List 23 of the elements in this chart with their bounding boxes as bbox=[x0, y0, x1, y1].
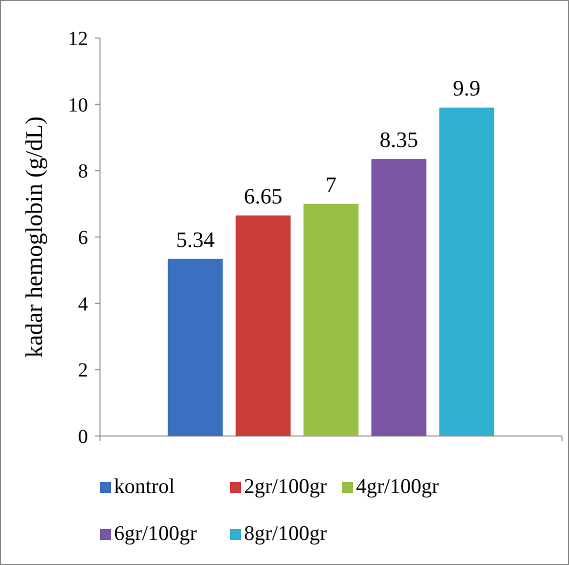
data-label: 6.65 bbox=[244, 183, 282, 208]
y-tick-label: 12 bbox=[68, 28, 88, 50]
y-tick-label: 6 bbox=[78, 227, 88, 249]
y-tick-label: 8 bbox=[78, 160, 88, 183]
data-label: 9.9 bbox=[452, 76, 480, 101]
data-label: 7 bbox=[326, 172, 336, 197]
bar bbox=[371, 159, 426, 436]
bar bbox=[168, 258, 223, 436]
y-tick-label: 0 bbox=[78, 426, 88, 448]
y-tick-label: 4 bbox=[78, 293, 88, 316]
data-label: 8.35 bbox=[380, 127, 418, 152]
legend-label: 6gr/100gr bbox=[114, 521, 197, 545]
y-axis-title: kadar hemoglobin (g/dL) bbox=[22, 116, 48, 358]
bar bbox=[236, 215, 291, 436]
legend-label: kontrol bbox=[114, 474, 175, 498]
bar bbox=[304, 204, 358, 436]
legend-label: 2gr/100gr bbox=[244, 474, 327, 498]
bar bbox=[439, 108, 494, 436]
y-tick-label: 2 bbox=[78, 360, 88, 382]
legend-label: 8gr/100gr bbox=[244, 521, 327, 545]
y-tick-label: 10 bbox=[68, 94, 88, 116]
legend-label: 4gr/100gr bbox=[356, 474, 439, 498]
data-label: 5.34 bbox=[176, 226, 215, 252]
